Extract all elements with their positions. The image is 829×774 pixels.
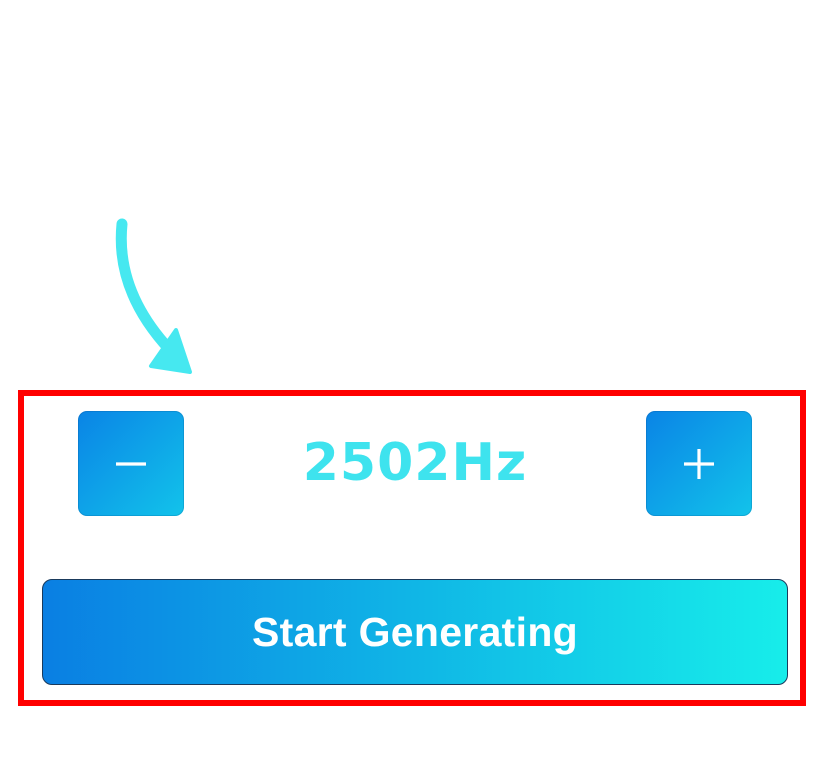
start-generating-label: Start Generating: [251, 608, 579, 655]
decrease-frequency-button[interactable]: [78, 411, 184, 516]
frequency-value: 2502Hz: [302, 433, 528, 493]
increase-frequency-button[interactable]: [646, 411, 752, 516]
start-generating-button[interactable]: Start Generating: [42, 579, 788, 685]
highlight-frame: [18, 390, 806, 706]
minus-icon: [116, 461, 146, 466]
curved-arrow-down-icon: [115, 218, 192, 374]
plus-icon: [684, 448, 714, 479]
